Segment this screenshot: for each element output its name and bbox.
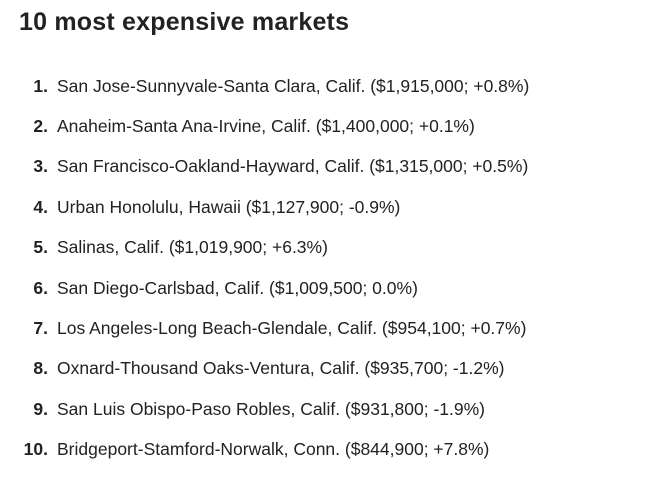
list-item-text: Los Angeles-Long Beach-Glendale, Calif. … [57,318,527,339]
list-item-rank: 4. [33,196,48,217]
list-item-text: Bridgeport-Stamford-Norwalk, Conn. ($844… [57,439,490,460]
list-item-rank: 1. [33,75,48,96]
list-item: 9. San Luis Obispo-Paso Robles, Calif. (… [0,389,529,429]
list-item-rank: 7. [33,318,48,339]
list-item-rank: 10. [23,439,48,460]
list-item-rank: 2. [33,116,48,137]
list-item: 5. Salinas, Calif. ($1,019,900; +6.3%) [0,228,529,268]
page-title: 10 most expensive markets [19,8,350,36]
list-item: 6. San Diego-Carlsbad, Calif. ($1,009,50… [0,268,529,308]
list-item-rank: 5. [33,237,48,258]
list-item-text: San Luis Obispo-Paso Robles, Calif. ($93… [57,398,486,419]
list-item-rank: 3. [33,156,48,177]
list-item-text: San Diego-Carlsbad, Calif. ($1,009,500; … [57,277,418,298]
list-item-text: Urban Honolulu, Hawaii ($1,127,900; -0.9… [57,196,401,217]
list-item: 3. San Francisco-Oakland-Hayward, Calif.… [0,147,529,187]
list-item-text: Oxnard-Thousand Oaks-Ventura, Calif. ($9… [57,358,505,379]
list-item: 2. Anaheim-Santa Ana-Irvine, Calif. ($1,… [0,106,529,146]
markets-list: 1. San Jose-Sunnyvale-Santa Clara, Calif… [0,66,530,470]
list-item-text: Salinas, Calif. ($1,019,900; +6.3%) [57,237,328,258]
list-item-text: San Francisco-Oakland-Hayward, Calif. ($… [57,156,529,177]
list-item-text: San Jose-Sunnyvale-Santa Clara, Calif. (… [57,75,530,96]
list-item-text: Anaheim-Santa Ana-Irvine, Calif. ($1,400… [57,116,475,137]
list-item: 1. San Jose-Sunnyvale-Santa Clara, Calif… [0,66,529,106]
list-item-rank: 8. [33,358,48,379]
list-item: 10. Bridgeport-Stamford-Norwalk, Conn. (… [0,430,529,470]
list-item: 8. Oxnard-Thousand Oaks-Ventura, Calif. … [0,349,529,389]
list-item: 4. Urban Honolulu, Hawaii ($1,127,900; -… [0,187,529,227]
list-item: 7. Los Angeles-Long Beach-Glendale, Cali… [0,308,529,348]
list-item-rank: 9. [33,398,48,419]
list-item-rank: 6. [33,277,48,298]
